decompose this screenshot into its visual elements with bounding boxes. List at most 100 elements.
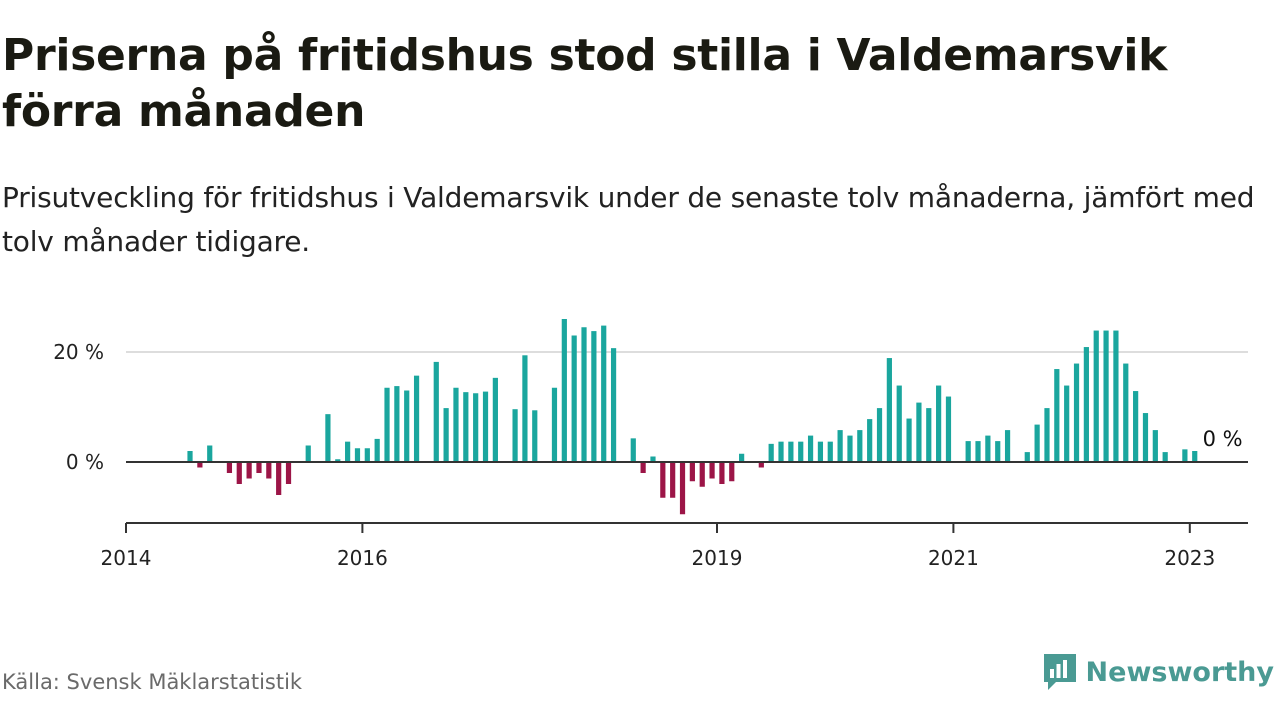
bar	[699, 462, 705, 487]
bar	[1034, 424, 1040, 462]
bar	[1113, 330, 1119, 462]
bar	[1093, 330, 1099, 462]
bar	[660, 462, 666, 498]
bar	[522, 355, 528, 462]
bar	[719, 462, 725, 484]
bar	[1044, 408, 1050, 462]
bar	[354, 448, 361, 462]
bar	[1123, 363, 1129, 462]
bar	[827, 441, 833, 462]
bar	[985, 435, 991, 462]
bar	[1004, 430, 1011, 462]
bar	[945, 396, 952, 462]
bar	[364, 448, 370, 462]
bar	[335, 459, 341, 462]
bar	[236, 462, 242, 484]
bar	[581, 327, 587, 462]
bar	[729, 462, 735, 482]
bar	[965, 441, 971, 462]
bar	[807, 435, 814, 462]
bar	[847, 435, 853, 462]
y-tick-label: 20 %	[53, 340, 104, 364]
bar	[443, 408, 449, 462]
bar	[384, 387, 390, 462]
chart-subtitle: Prisutveckling för fritidshus i Valdemar…	[2, 181, 1255, 258]
x-tick-label: 2019	[692, 546, 743, 570]
newsworthy-logo-icon	[1043, 654, 1076, 690]
bar	[1054, 369, 1060, 462]
brand-name: Newsworthy	[1085, 656, 1274, 688]
bar	[689, 462, 695, 482]
bar	[187, 451, 193, 462]
bar	[709, 462, 715, 479]
bar	[926, 408, 932, 462]
bar	[276, 462, 282, 495]
bar	[601, 325, 607, 462]
bar	[768, 443, 774, 462]
bar	[1162, 452, 1168, 462]
bar	[886, 358, 892, 462]
axis-labels: 0 % 20 % 2014 2016 2019 2021 2023 0 %	[53, 340, 1242, 570]
last-value-label: 0 %	[1203, 427, 1243, 451]
chart-title: Priserna på fritidshus stod stilla i Val…	[2, 30, 1168, 137]
bar	[571, 335, 577, 462]
bar	[404, 390, 410, 462]
bar	[906, 418, 912, 462]
bar	[463, 392, 469, 462]
bar	[630, 438, 636, 462]
bar	[413, 375, 420, 462]
bar	[374, 438, 380, 462]
bar	[995, 441, 1001, 462]
bar	[1024, 452, 1030, 462]
bar	[975, 441, 981, 462]
bar	[670, 462, 676, 498]
x-tick-label: 2023	[1164, 546, 1215, 570]
bar	[1103, 330, 1109, 462]
bar-chart: 0 % 20 % 2014 2016 2019 2021 2023 0 %	[53, 319, 1248, 570]
bar	[916, 402, 922, 462]
bar	[433, 361, 439, 462]
bar	[207, 445, 213, 462]
bar	[285, 462, 292, 484]
bar	[679, 462, 686, 515]
bar	[561, 319, 567, 462]
bar	[778, 441, 784, 462]
bar	[1133, 391, 1139, 462]
x-tick-label: 2014	[101, 546, 152, 570]
bar	[473, 393, 479, 462]
bar	[492, 377, 498, 462]
bar	[1152, 430, 1158, 462]
bar	[591, 331, 597, 462]
bar	[246, 462, 252, 479]
bar	[532, 410, 538, 462]
bar	[345, 441, 351, 462]
bar	[857, 430, 863, 462]
x-tick-label: 2016	[337, 546, 388, 570]
bar	[1192, 451, 1198, 462]
bar	[1182, 449, 1188, 462]
source-note: Källa: Svensk Mäklarstatistik	[2, 670, 303, 694]
bar	[640, 462, 646, 473]
bar	[266, 462, 272, 479]
bar	[197, 462, 203, 468]
bars	[187, 319, 1198, 515]
bar	[512, 409, 518, 462]
x-tick-label: 2021	[928, 546, 979, 570]
bar	[867, 419, 873, 462]
bar	[453, 387, 459, 462]
bar	[394, 386, 400, 462]
bar	[256, 462, 262, 473]
bar	[739, 453, 745, 462]
bar	[1142, 413, 1149, 462]
bar	[788, 441, 794, 462]
bar	[650, 456, 656, 462]
bar	[1064, 385, 1070, 462]
bar	[1073, 363, 1080, 462]
bar	[876, 408, 883, 462]
bar	[817, 441, 824, 462]
bar	[758, 462, 764, 468]
bar	[610, 348, 617, 462]
bar	[325, 414, 331, 462]
brand-logo[interactable]: Newsworthy	[1042, 652, 1274, 692]
bar	[482, 391, 489, 462]
